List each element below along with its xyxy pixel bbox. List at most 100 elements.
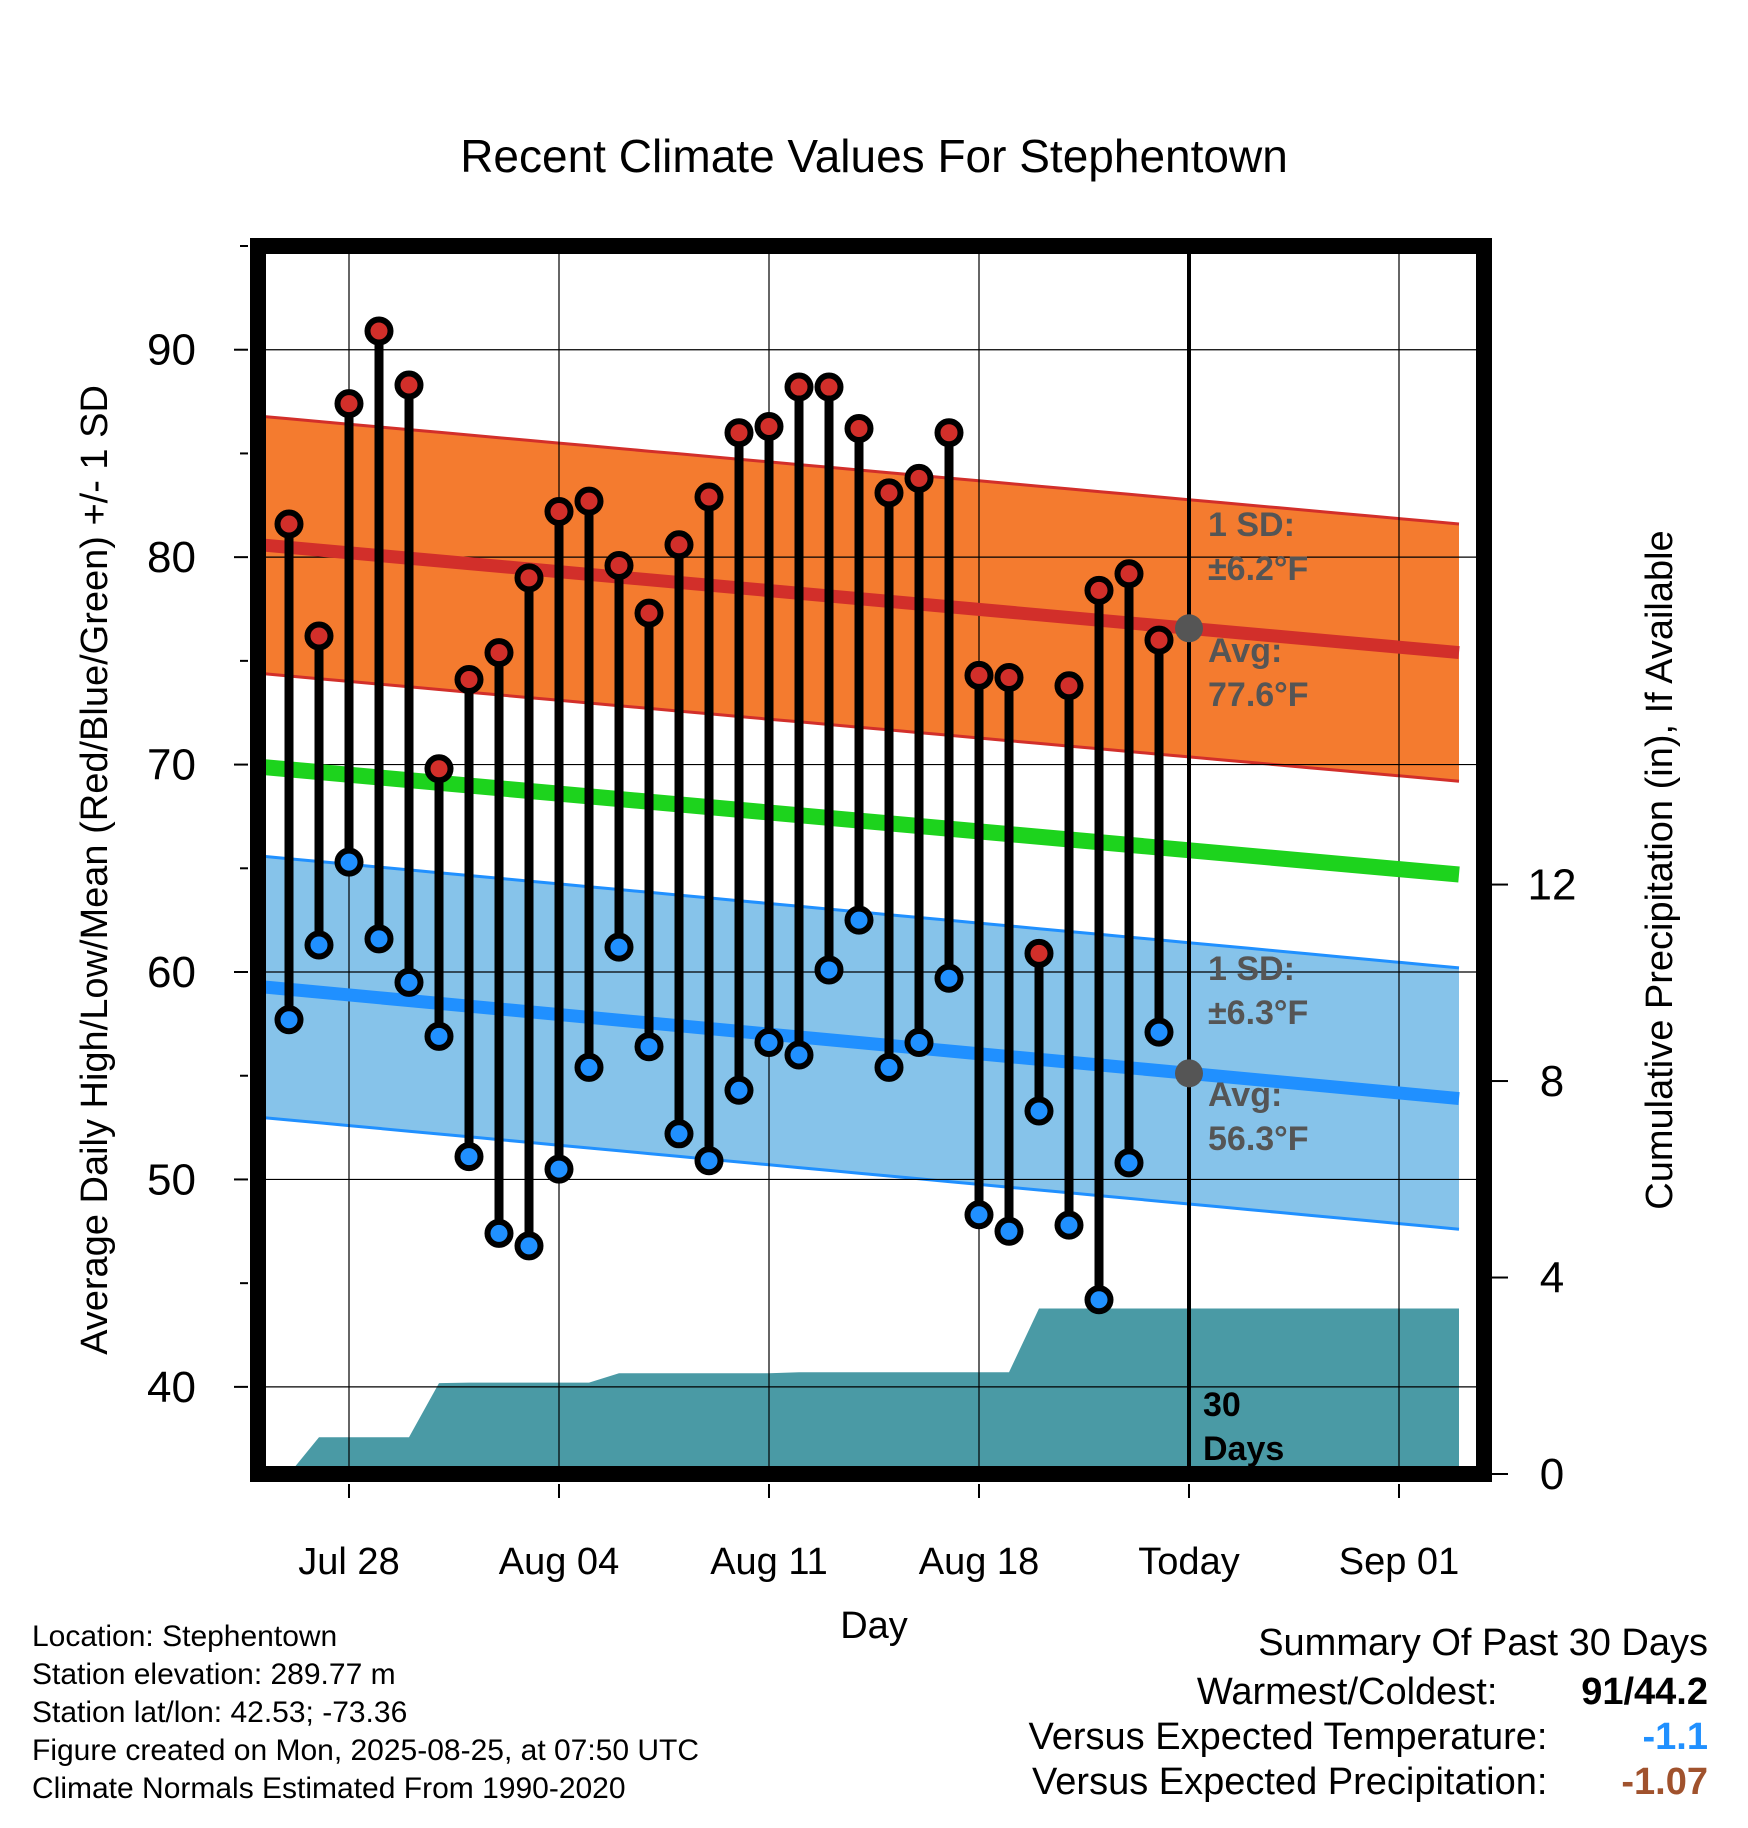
daily-high-point <box>934 418 964 448</box>
high-avg-value: 77.6°F <box>1208 676 1309 714</box>
daily-high-point <box>634 598 664 628</box>
y-right-tick-label: 12 <box>1528 861 1577 910</box>
x-tick-label: Jul 28 <box>298 1541 399 1583</box>
normal-low-line <box>258 980 1460 1106</box>
daily-low-point <box>274 1005 304 1035</box>
low-band-bottom-edge <box>258 1115 1460 1231</box>
daily-high-point <box>1054 671 1084 701</box>
y-right-tick-label: 4 <box>1540 1254 1564 1303</box>
daily-high-point <box>364 316 394 346</box>
daily-high-point <box>1084 575 1114 605</box>
daily-high-point <box>844 414 874 444</box>
y-axis-label-right: Cumulative Precipitation (in), If Availa… <box>1639 530 1681 1209</box>
high-sd-value: ±6.2°F <box>1208 550 1308 588</box>
y-left-tick-label: 60 <box>147 948 196 997</box>
y-left-tick-label: 90 <box>147 326 196 375</box>
summary-precip-row: Versus Expected Precipitation: -1.07 <box>1029 1761 1708 1804</box>
daily-high-point <box>754 411 784 441</box>
daily-high-point <box>424 754 454 784</box>
daily-high-point <box>274 509 304 539</box>
daily-high-point <box>334 389 364 419</box>
precip-value: -1.07 <box>1621 1761 1708 1803</box>
daily-high-point <box>994 662 1024 692</box>
daily-high-point <box>454 665 484 695</box>
daily-high-point <box>814 372 844 402</box>
plot-area: 1 SD: ±6.2°F Avg: 77.6°F 1 SD: ±6.3°F Avg: 56.3… <box>147 238 1577 1583</box>
daily-low-point <box>994 1216 1024 1246</box>
temp-value: -1.1 <box>1642 1716 1708 1758</box>
daily-low-point <box>1024 1096 1054 1126</box>
daily-low-point <box>634 1032 664 1062</box>
low-avg-value: 56.3°F <box>1208 1120 1309 1158</box>
y-left-tick-label: 70 <box>147 741 196 790</box>
daily-low-point <box>604 932 634 962</box>
daily-low-point <box>514 1231 544 1261</box>
daily-high-point <box>694 482 724 512</box>
daily-low-point <box>574 1052 604 1082</box>
location-text: Location: Stephentown <box>32 1620 338 1653</box>
x-tick-label: Sep 01 <box>1339 1541 1459 1583</box>
daily-high-point <box>964 660 994 690</box>
daily-low-point <box>934 963 964 993</box>
daily-low-point <box>874 1052 904 1082</box>
daily-low-point <box>484 1218 514 1248</box>
today-high-marker <box>1175 614 1203 643</box>
warmest-label: Warmest/Coldest: <box>1196 1671 1498 1713</box>
daily-low-point <box>964 1200 994 1230</box>
summary-warmest-row: Warmest/Coldest: 91/44.2 <box>1029 1671 1708 1714</box>
daily-low-point <box>724 1075 754 1105</box>
x-tick-label: Aug 11 <box>710 1541 828 1583</box>
normals-text: Climate Normals Estimated From 1990-2020 <box>32 1772 626 1805</box>
daily-low-point <box>1144 1017 1174 1047</box>
daily-high-point <box>544 497 574 527</box>
daily-low-point <box>544 1154 574 1184</box>
daily-high-point <box>304 621 334 651</box>
low-sd-label: 1 SD: <box>1208 950 1295 988</box>
daily-low-point <box>454 1142 484 1172</box>
daily-high-point <box>484 638 514 668</box>
daily-high-point <box>904 463 934 493</box>
daily-low-point <box>664 1119 694 1149</box>
precip-label: Versus Expected Precipitation: <box>1032 1761 1548 1803</box>
precip-area <box>289 1308 1459 1474</box>
daily-low-point <box>1084 1285 1114 1315</box>
precip-days-number: 30 <box>1203 1386 1241 1424</box>
chart-title: Recent Climate Values For Stephentown <box>460 130 1288 182</box>
plot-inner: 1 SD: ±6.2°F Avg: 77.6°F 1 SD: ±6.3°F Avg: 56.3… <box>258 246 1484 1474</box>
y-axis-label-left: Average Daily High/Low/Mean (Red/Blue/Gr… <box>74 385 116 1355</box>
daily-high-point <box>1024 938 1054 968</box>
y-left-tick-label: 40 <box>147 1363 196 1412</box>
temp-label: Versus Expected Temperature: <box>1028 1716 1548 1758</box>
daily-low-point <box>304 930 334 960</box>
daily-low-point <box>784 1040 814 1070</box>
daily-low-point <box>424 1021 454 1051</box>
daily-high-point <box>514 563 544 593</box>
elevation-text: Station elevation: 289.77 m <box>32 1658 396 1691</box>
y-left-tick-label: 80 <box>147 533 196 582</box>
summary-block: Summary Of Past 30 Days Warmest/Coldest:… <box>1029 1622 1708 1804</box>
y-right-tick-label: 0 <box>1540 1450 1564 1499</box>
y-left-tick-label: 50 <box>147 1155 196 1204</box>
daily-low-point <box>394 967 424 997</box>
precip-days-label: Days <box>1203 1430 1284 1468</box>
daily-high-point <box>1114 559 1144 589</box>
daily-high-point <box>784 372 814 402</box>
high-avg-label: Avg: <box>1208 632 1282 670</box>
daily-low-point <box>334 847 364 877</box>
low-sd-value: ±6.3°F <box>1208 994 1308 1032</box>
daily-high-point <box>394 370 424 400</box>
daily-high-point <box>574 486 604 516</box>
daily-high-point <box>724 418 754 448</box>
high-sd-label: 1 SD: <box>1208 506 1295 544</box>
daily-low-point <box>904 1028 934 1058</box>
daily-low-point <box>754 1028 784 1058</box>
y-right-tick-label: 8 <box>1540 1057 1564 1106</box>
summary-title: Summary Of Past 30 Days <box>1258 1622 1708 1664</box>
daily-low-point <box>1054 1210 1084 1240</box>
warmest-value: 91/44.2 <box>1581 1671 1708 1713</box>
low-avg-label: Avg: <box>1208 1076 1282 1114</box>
station-info: Location: Stephentown Station elevation:… <box>32 1618 699 1808</box>
x-tick-label: Aug 04 <box>499 1541 619 1583</box>
daily-high-point <box>874 478 904 508</box>
